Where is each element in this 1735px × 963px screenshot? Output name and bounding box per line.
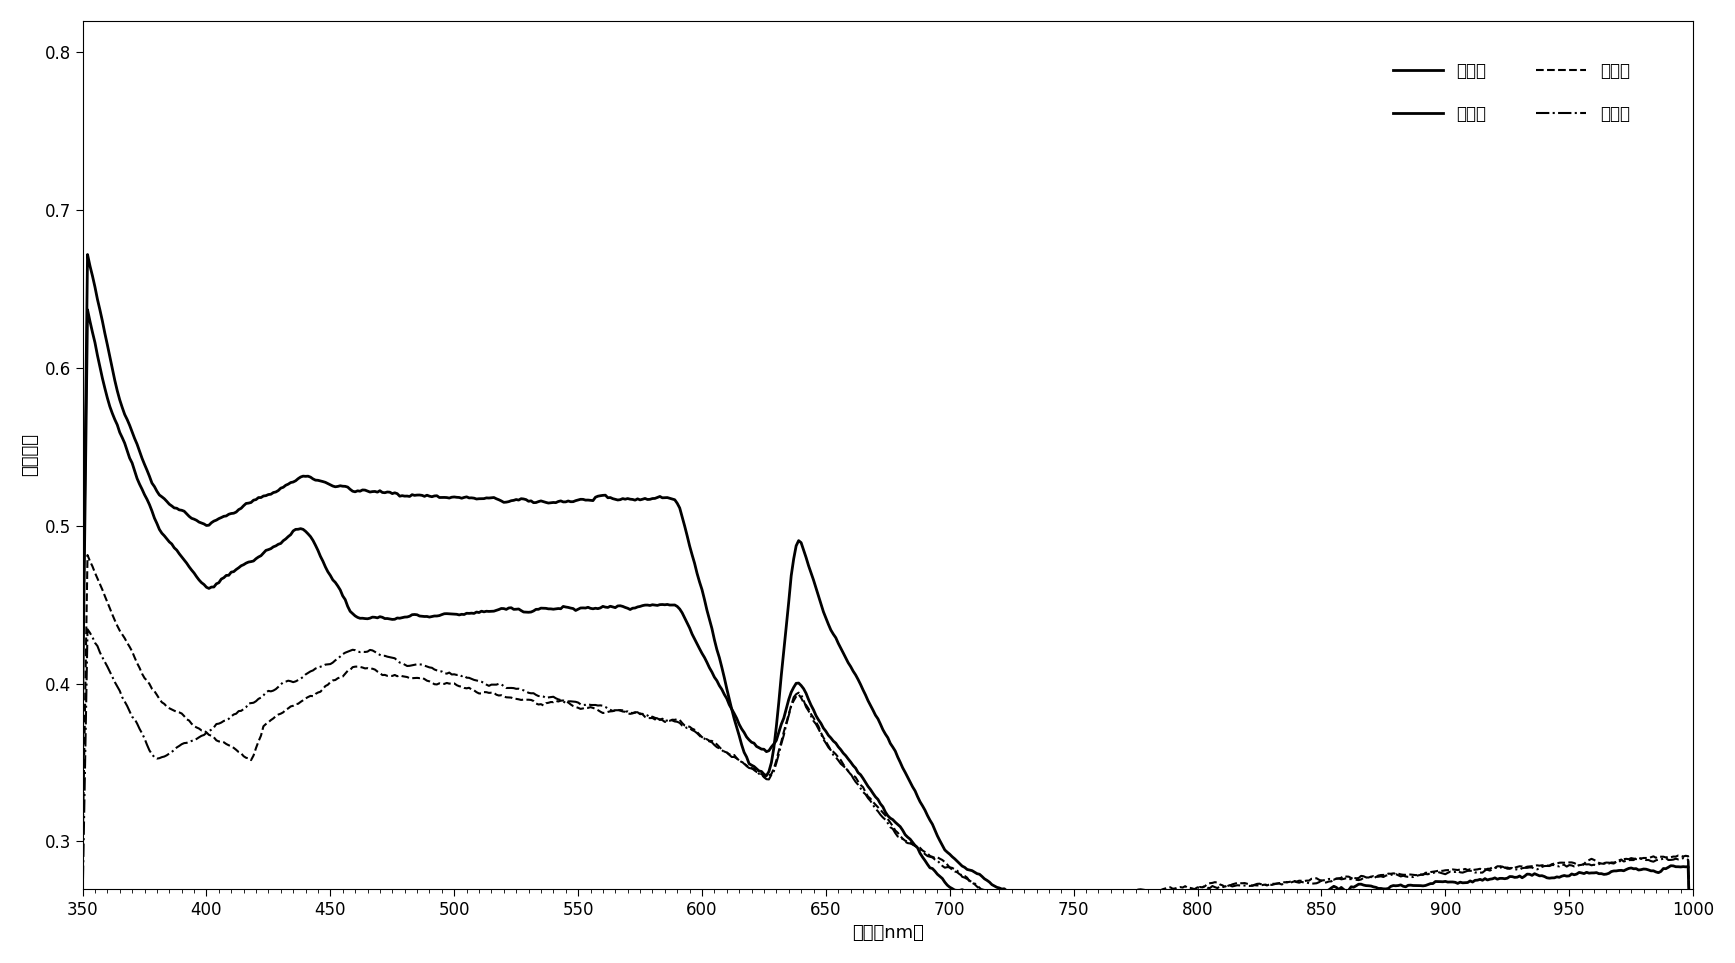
假中华	[404, 672, 425, 684]
红双喜	[73, 700, 94, 712]
假中华	[357, 663, 378, 674]
Line: 红双喜: 红双喜	[83, 310, 1693, 963]
大红鹰	[163, 502, 184, 513]
假中华	[583, 702, 604, 714]
红双喜	[583, 603, 604, 614]
大红鹰	[1504, 920, 1525, 931]
硬中华	[76, 623, 97, 635]
红双喜	[404, 609, 425, 620]
假中华	[1504, 862, 1525, 873]
假中华	[73, 849, 94, 861]
红双喜	[76, 304, 97, 316]
大红鹰	[73, 666, 94, 678]
X-axis label: 波长（nm）: 波长（nm）	[852, 924, 923, 942]
硬中华	[404, 659, 425, 670]
红双喜	[1504, 872, 1525, 883]
硬中华	[583, 699, 604, 711]
大红鹰	[76, 248, 97, 260]
大红鹰	[357, 485, 378, 497]
红双喜	[163, 542, 184, 554]
Line: 硬中华: 硬中华	[83, 629, 1693, 963]
假中华	[76, 549, 97, 560]
红双喜	[357, 613, 378, 625]
硬中华	[1504, 864, 1525, 875]
Legend: 大红鹰, 红双喜, 假中华, 硬中华: 大红鹰, 红双喜, 假中华, 硬中华	[1386, 55, 1636, 130]
Line: 假中华: 假中华	[83, 555, 1693, 963]
红双喜	[186, 571, 206, 583]
硬中华	[163, 744, 184, 756]
Y-axis label: 吸光度値: 吸光度値	[21, 433, 38, 477]
Line: 大红鹰: 大红鹰	[83, 254, 1693, 963]
大红鹰	[583, 495, 604, 507]
大红鹰	[404, 489, 425, 501]
大红鹰	[186, 514, 206, 526]
假中华	[186, 721, 206, 733]
假中华	[163, 705, 184, 716]
硬中华	[357, 646, 378, 658]
硬中华	[73, 896, 94, 907]
硬中华	[186, 733, 206, 744]
